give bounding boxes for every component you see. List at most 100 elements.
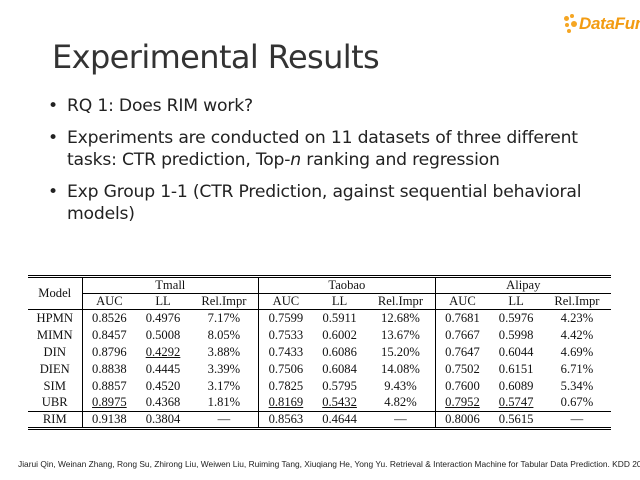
table-row: UBR 0.8975 0.4368 1.81% 0.8169 0.5432 4.… <box>28 394 611 412</box>
table-cell: 0.8857 <box>81 377 137 395</box>
table-cell: 0.6044 <box>498 344 534 359</box>
table-cell-underlined: 0.7952 <box>434 394 490 412</box>
table-cell: 4.69% <box>560 344 594 359</box>
bullet-list: • RQ 1: Does RIM work? • Experiments are c… <box>48 95 618 235</box>
table-row: MIMN 0.8457 0.5008 8.05% 0.7533 0.6002 1… <box>28 326 611 344</box>
table-cell: 3.17% <box>207 378 241 393</box>
table-cell: 0.4445 <box>145 361 181 376</box>
column-header: Rel.Impr <box>189 293 259 310</box>
column-header: Rel.Impr <box>542 293 611 310</box>
table-cell: 0.7599 <box>258 309 313 327</box>
bullet-item: • RQ 1: Does RIM work? <box>48 95 618 117</box>
table-cell: — <box>542 411 611 429</box>
table-row: SIM 0.8857 0.4520 3.17% 0.7825 0.5795 9.… <box>28 377 611 395</box>
table-cell: 14.08% <box>381 361 420 376</box>
column-header: AUC <box>258 293 313 310</box>
table-cell-bold: 0.8563 <box>258 411 313 429</box>
table-cell: 1.81% <box>207 395 241 410</box>
table-cell: 0.7533 <box>258 326 313 344</box>
table-cell: 0.7647 <box>434 343 490 361</box>
model-name-cell: HPMN <box>36 310 73 325</box>
table-cell: 0.8838 <box>81 360 137 378</box>
table-cell: 0.5911 <box>322 310 357 325</box>
table-row: HPMN 0.8526 0.4976 7.17% 0.7599 0.5911 1… <box>28 309 611 327</box>
table-cell-underlined: 0.8975 <box>81 394 137 412</box>
table-cell: 6.71% <box>560 361 594 376</box>
table-cell-underlined: 0.5432 <box>322 395 357 410</box>
table-cell: 12.68% <box>381 310 420 325</box>
table-cell: 0.8526 <box>81 309 137 327</box>
table-cell: 0.7667 <box>434 326 490 344</box>
table-cell: 0.5795 <box>322 378 357 393</box>
model-name-cell: DIN <box>43 344 66 359</box>
table-cell: 5.34% <box>560 378 594 393</box>
table-row: DIEN 0.8838 0.4445 3.39% 0.7506 0.6084 1… <box>28 360 611 378</box>
column-header: AUC <box>81 293 137 310</box>
table-cell: 0.6086 <box>322 344 357 359</box>
table-cell: 0.5008 <box>145 327 181 342</box>
bullet-dot-icon: • <box>48 96 58 116</box>
table-cell-bold: 0.8006 <box>434 411 490 429</box>
column-header: LL <box>312 293 367 310</box>
table-cell: 0.7681 <box>434 309 490 327</box>
table-cell-underlined: 0.4292 <box>145 344 181 359</box>
bullet-item: • Experiments are conducted on 11 dataset… <box>48 127 618 171</box>
table-sub-header-row: AUC LL Rel.Impr AUC LL Rel.Impr AUC LL R… <box>28 293 611 310</box>
table-group-header-row: Model Tmall Taobao Alipay <box>28 276 611 310</box>
group-header: Alipay <box>434 276 611 294</box>
table-cell: 0.6151 <box>498 361 534 376</box>
bullet-italic-text: n <box>290 150 301 170</box>
table-cell: 0.8796 <box>81 343 137 361</box>
table-cell: 0.7506 <box>258 360 313 378</box>
column-header: LL <box>489 293 543 310</box>
table-cell: 0.8457 <box>81 326 137 344</box>
table-cell: 0.6084 <box>322 361 357 376</box>
table-row: DIN 0.8796 0.4292 3.88% 0.7433 0.6086 15… <box>28 343 611 361</box>
bullet-text: ranking and regression <box>300 150 500 170</box>
model-name-cell: RIM <box>28 411 82 429</box>
table-cell: 7.17% <box>207 310 241 325</box>
table-cell: 13.67% <box>381 327 420 342</box>
bullet-dot-icon: • <box>48 182 58 202</box>
table-cell: 9.43% <box>384 378 417 393</box>
model-name-cell: SIM <box>43 378 66 393</box>
table-cell: 15.20% <box>381 344 420 359</box>
table-cell: 4.42% <box>560 327 594 342</box>
logo-wordmark: DataFun. <box>579 14 640 33</box>
table-cell: 4.82% <box>384 395 417 410</box>
bullet-text: Experiments are conducted on 11 datasets… <box>67 128 578 170</box>
bullet-text: RQ 1: Does RIM work? <box>67 96 253 116</box>
table-cell: 0.7433 <box>258 343 313 361</box>
table-cell: 4.23% <box>560 310 594 325</box>
group-header: Tmall <box>81 276 259 294</box>
table-cell-underlined: 0.8169 <box>258 394 313 412</box>
datafun-logo: DataFun. <box>564 12 640 36</box>
logo-dots-icon <box>564 14 578 34</box>
column-header: LL <box>136 293 190 310</box>
model-name-cell: DIEN <box>39 361 70 376</box>
table-cell: 0.7502 <box>434 360 490 378</box>
table-cell: 8.05% <box>207 327 241 342</box>
table-cell: 0.4520 <box>145 378 181 393</box>
slide-title: Experimental Results <box>52 38 380 76</box>
table-cell: 3.88% <box>207 344 241 359</box>
table-cell: 0.67% <box>560 395 594 410</box>
table-cell: 0.4368 <box>145 395 181 410</box>
table-cell-underlined: 0.5747 <box>498 395 534 410</box>
model-header: Model <box>28 276 82 310</box>
citation-text: Jiarui Qin, Weinan Zhang, Rong Su, Zhiro… <box>18 459 640 469</box>
table-cell: 0.7825 <box>258 377 313 395</box>
table-cell: — <box>189 411 259 429</box>
bullet-dot-icon: • <box>48 128 58 148</box>
table-cell-bold: 0.5615 <box>489 411 543 429</box>
bullet-item: • Exp Group 1-1 (CTR Prediction, against … <box>48 181 618 225</box>
results-table: Model Tmall Taobao Alipay AUC LL Rel.Imp… <box>28 275 611 430</box>
model-name-cell: MIMN <box>36 327 73 342</box>
column-header: Rel.Impr <box>366 293 436 310</box>
table-cell: 0.7600 <box>434 377 490 395</box>
column-header: AUC <box>434 293 490 310</box>
results-table-container: Model Tmall Taobao Alipay AUC LL Rel.Imp… <box>28 275 611 430</box>
table-row-highlight: RIM 0.9138 0.3804 — 0.8563 0.4644 — 0.80… <box>28 411 611 429</box>
table-cell-bold: 0.9138 <box>81 411 137 429</box>
table-cell: 0.6002 <box>322 327 357 342</box>
